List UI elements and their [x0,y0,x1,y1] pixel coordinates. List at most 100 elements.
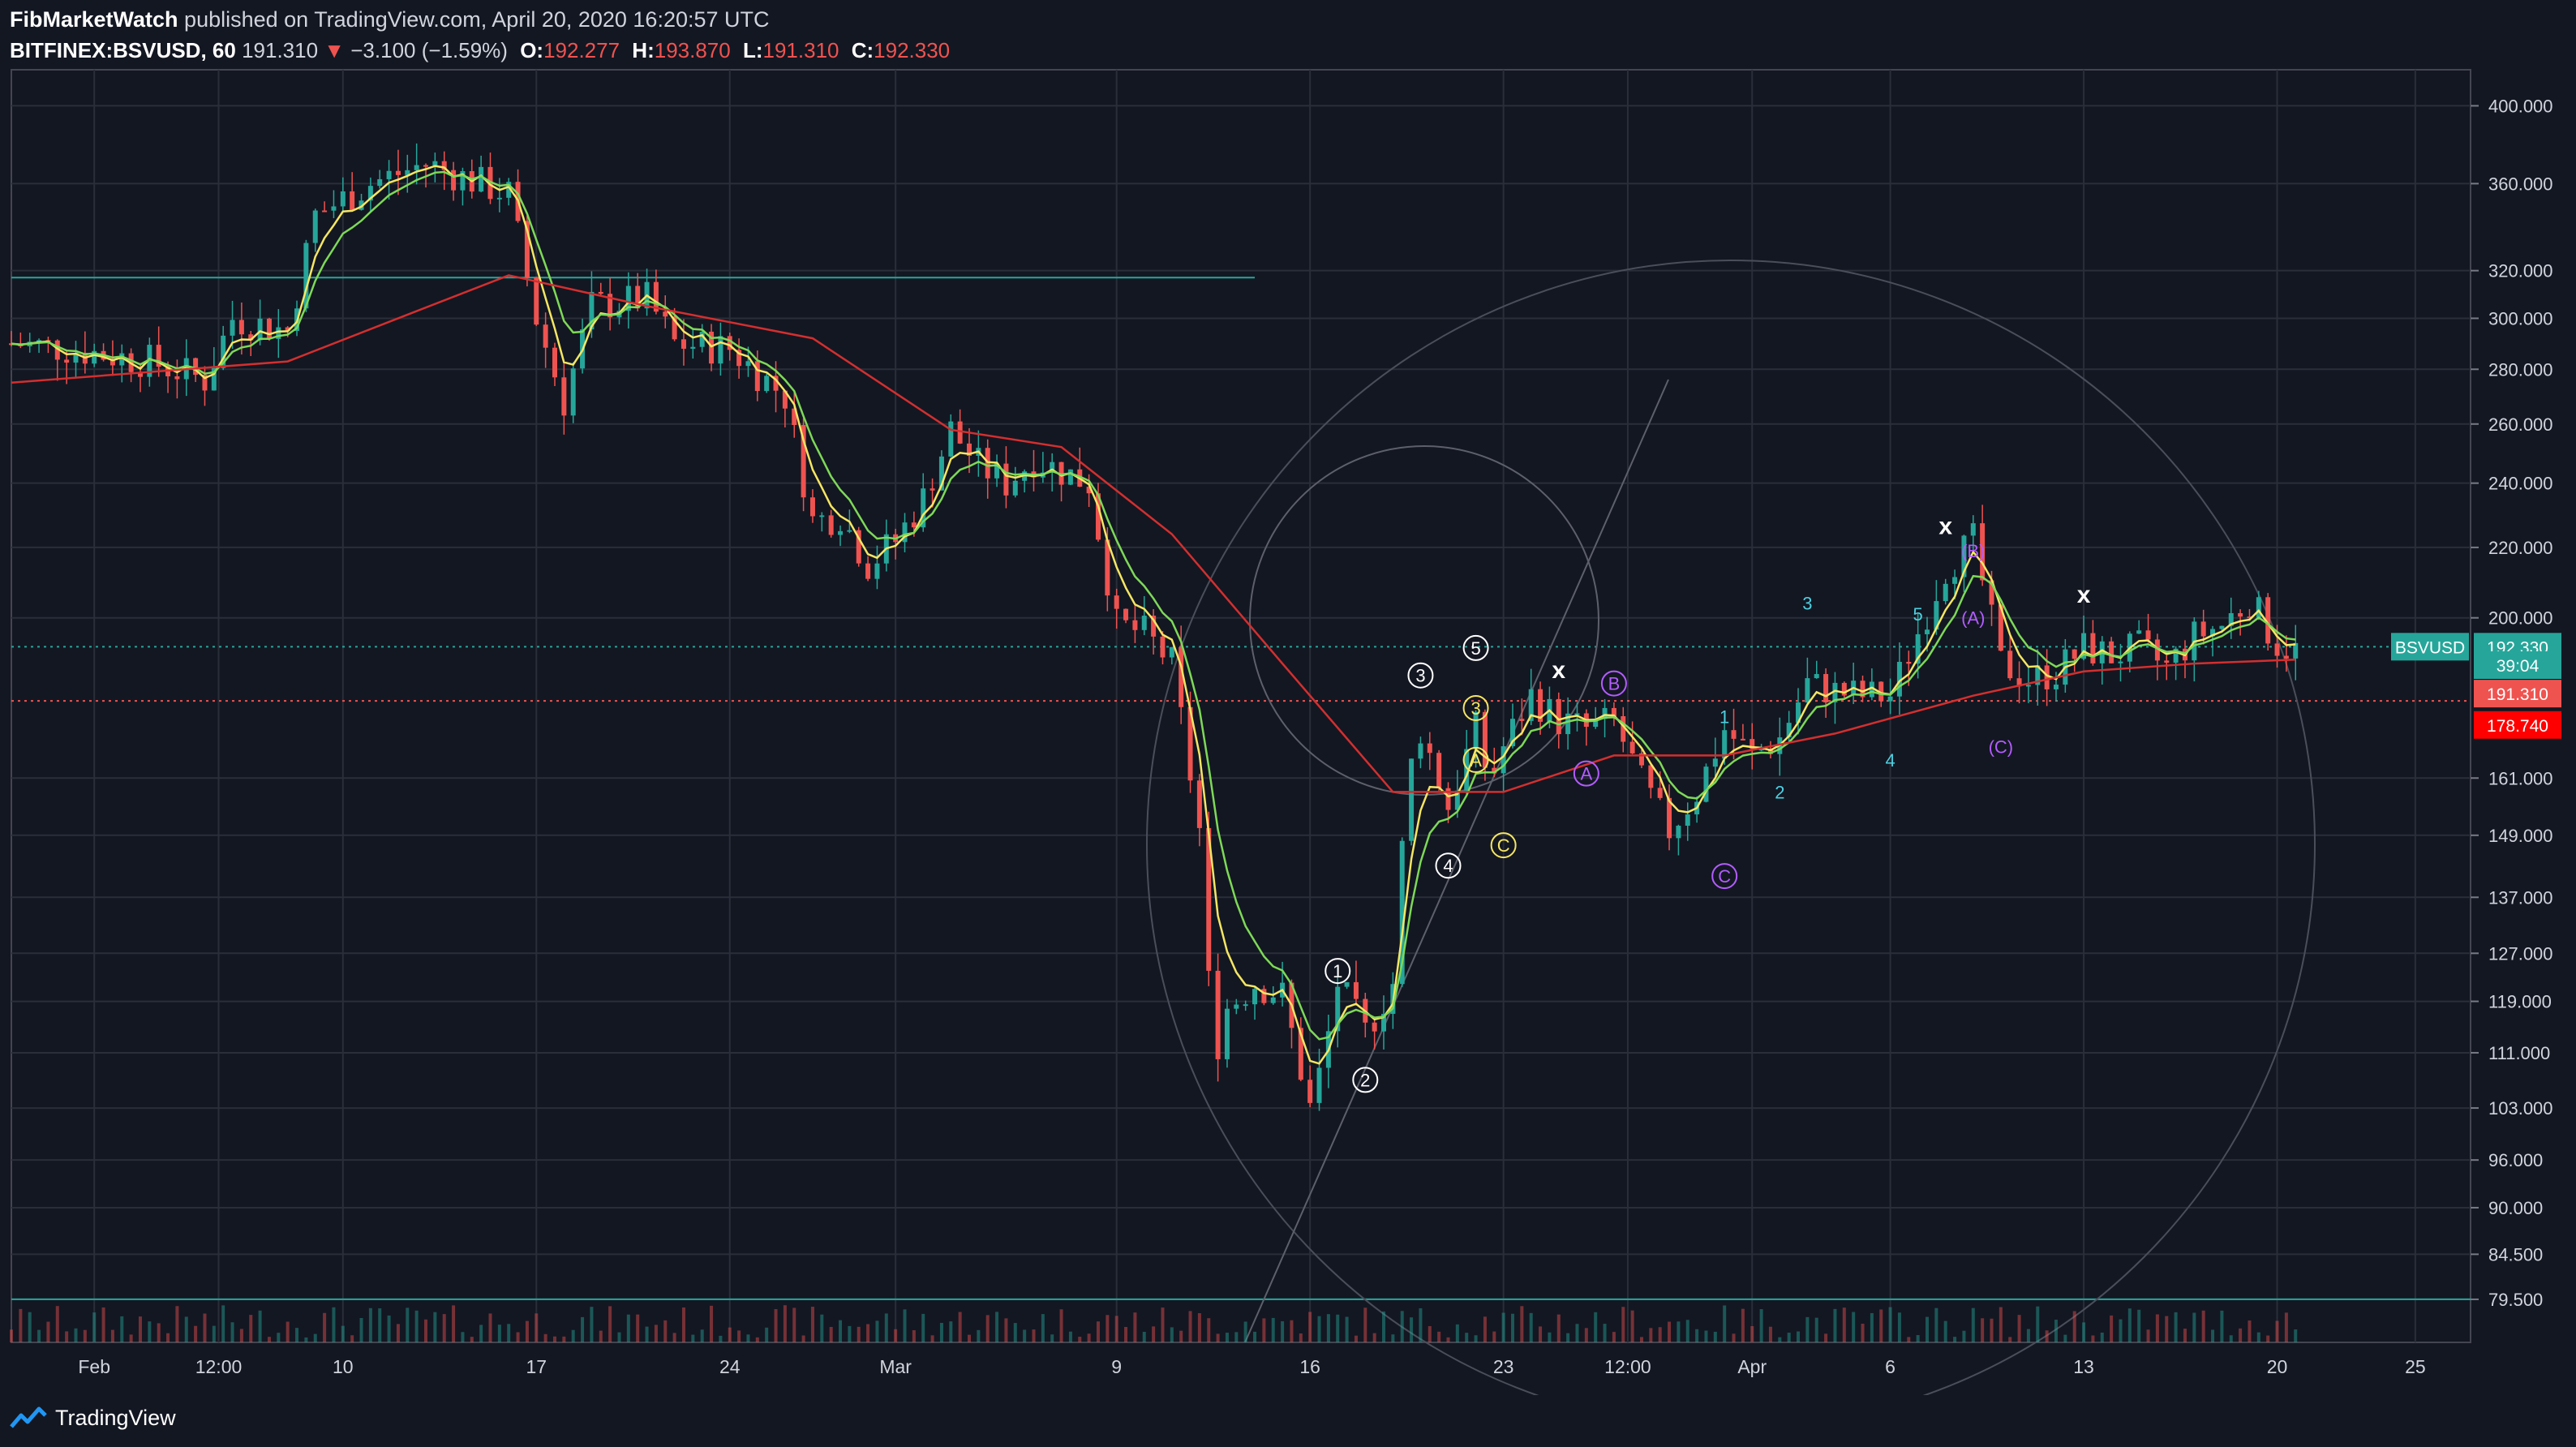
candle-body [1067,469,1073,485]
volume-bar [221,1305,225,1342]
candle-body [1934,601,1939,630]
volume-bar [341,1325,345,1342]
candle-body [1676,826,1681,839]
x-marker: x [1552,657,1565,684]
wave-label: 3 [1415,666,1425,686]
volume-bar [129,1334,133,1342]
candle-body [1925,629,1930,634]
volume-bar [774,1309,778,1342]
x-tick-label: 9 [1111,1356,1122,1377]
candle-body [2007,651,2013,679]
volume-bar [1741,1308,1745,1342]
volume-bar [2284,1312,2288,1342]
candle-body [1316,1067,1322,1103]
fib-trendline [1244,379,1669,1343]
volume-bar [1336,1314,1340,1342]
volume-bar [1713,1331,1717,1342]
volume-bar [1934,1307,1938,1342]
wave-label-circle [1462,746,1489,773]
candle-body [331,206,337,211]
candle-body [1823,674,1829,702]
candle-body [2219,625,2225,629]
wave-label: 1 [1333,961,1342,981]
volume-bar [1630,1310,1634,1342]
volume-bar [1124,1326,1128,1342]
volume-bar [599,1330,603,1342]
volume-bar [2174,1312,2178,1342]
candle-body [819,515,825,517]
volume-bar [277,1333,281,1342]
volume-bar [157,1323,161,1342]
author-name[interactable]: FibMarketWatch [10,7,178,32]
volume-bar [1575,1324,1579,1342]
volume-bar [884,1313,888,1342]
candle-body [865,563,871,579]
volume-bar [1658,1327,1662,1342]
volume-bar [148,1321,152,1342]
volume-bar [350,1335,354,1342]
candle-body [1243,1004,1248,1007]
volume-bar [267,1337,271,1342]
candle-body [2265,597,2271,644]
volume-bar [1428,1325,1432,1342]
candle-body [2247,616,2252,619]
candle-body [1565,713,1571,735]
volume-bar [230,1322,234,1342]
candle-body [441,161,447,170]
price-chart[interactable]: 400.000 360.000 320.000 300.000 280.000 260.0… [0,0,2576,1395]
candle-body [156,345,161,367]
y-tick-label: 111.000 [2488,1043,2550,1063]
volume-bar [1419,1307,1423,1342]
ema-fast-line [11,165,2296,1065]
volume-bar [2294,1329,2298,1342]
volume-bar [2201,1310,2205,1342]
symbol-label[interactable]: BITFINEX:BSVUSD, 60 [10,38,236,62]
volume-bar [2155,1314,2159,1342]
candle-body [1372,1022,1377,1032]
candle-body [303,243,309,309]
candle-body [1952,577,1958,584]
candle-body [1814,674,1819,679]
volume-bar [1787,1333,1791,1342]
wave-label: 1 [1719,706,1729,727]
x-tick-label: 13 [2073,1356,2094,1377]
volume-bar [433,1312,437,1342]
candle-body [496,197,502,200]
volume-bar [1096,1321,1100,1342]
volume-bar [2008,1337,2012,1342]
plot-frame [11,69,2471,1343]
volume-bar [1216,1333,1220,1342]
axis-price-tag [2474,711,2561,739]
volume-bar [1253,1331,1257,1342]
volume-bar [1594,1312,1598,1342]
candle-body [174,376,180,380]
volume-bar [1474,1335,1478,1342]
volume-bar [1814,1317,1818,1342]
candle-body [1132,620,1138,630]
volume-bar [535,1313,539,1342]
candle-body [1307,1080,1313,1103]
candle-body [967,443,972,456]
wave-label: C [1718,866,1731,887]
volume-bar [1539,1326,1543,1342]
axis-symbol-label: BSVUSD [2395,638,2465,657]
tradingview-brand[interactable]: TradingView [55,1405,176,1430]
x-tick-label: 6 [1885,1356,1896,1377]
volume-bar [83,1329,87,1342]
candle-body [561,377,567,416]
volume-bar [175,1306,179,1342]
volume-bar [516,1332,520,1342]
wave-label-circle [1407,662,1434,689]
x-tick-label: 12:00 [1604,1356,1651,1377]
volume-bar [258,1310,262,1342]
y-tick-label: 84.500 [2488,1244,2543,1265]
volume-bar [1768,1326,1772,1342]
volume-bar [1391,1334,1395,1342]
candle-body [1196,780,1202,828]
x-tick-label: 20 [2267,1356,2288,1377]
volume-bar [1649,1328,1653,1342]
x-tick-label: 12:00 [195,1356,243,1377]
volume-bar [1271,1317,1275,1342]
volume-bar [1842,1307,1846,1342]
wave-label: 5 [1913,604,1923,625]
